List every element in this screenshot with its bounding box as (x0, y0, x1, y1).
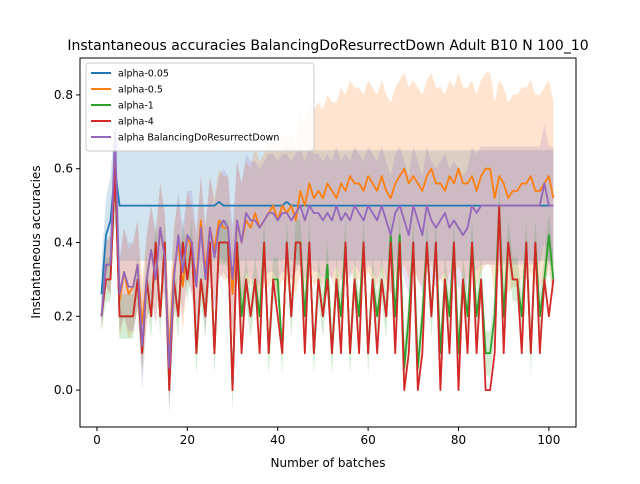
x-tick-label: 100 (537, 433, 560, 447)
y-axis: 0.0 0.2 0.4 0.6 0.8 (54, 88, 80, 397)
y-tick-label: 0.4 (54, 236, 73, 250)
legend: alpha-0.05 alpha-0.5 alpha-1 alpha-4 alpha B… (85, 62, 315, 152)
band-series-4 (101, 94, 554, 413)
legend-label: alpha-1 (118, 101, 154, 112)
x-tick-label: 20 (180, 433, 195, 447)
x-tick-label: 0 (93, 433, 101, 447)
legend-box (85, 62, 315, 152)
y-tick-label: 0.8 (54, 88, 73, 102)
chart-title: Instantaneous accuracies BalancingDoResu… (67, 38, 588, 54)
band-series-0 (101, 113, 554, 324)
x-tick-label: 60 (360, 433, 375, 447)
legend-label: alpha-4 (118, 117, 154, 128)
x-tick-label: 80 (451, 433, 466, 447)
legend-label: alpha-0.5 (118, 85, 163, 96)
y-tick-label: 0.0 (54, 383, 73, 397)
y-axis-label: Instantaneous accuracies (29, 165, 43, 318)
y-tick-label: 0.6 (54, 162, 73, 176)
band-series-1 (101, 72, 554, 398)
series-line-4 (100, 130, 554, 369)
series-line-3 (100, 167, 555, 392)
y-tick-label: 0.2 (54, 309, 73, 323)
x-tick-label: 40 (270, 433, 285, 447)
series-line-0 (100, 167, 554, 295)
x-axis-label: Number of batches (271, 456, 386, 470)
legend-label: alpha BalancingDoResurrectDown (118, 133, 279, 144)
x-axis: 0 20 40 60 80 100 (93, 427, 560, 447)
legend-label: alpha-0.05 (118, 69, 169, 80)
series-lines (100, 130, 555, 392)
